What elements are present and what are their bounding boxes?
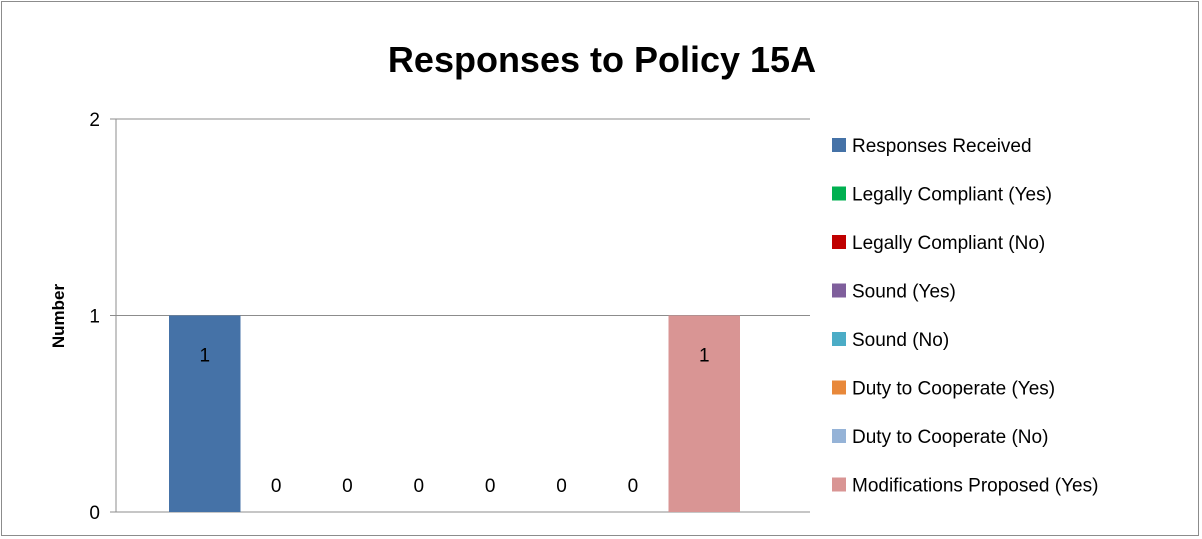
- bar: [668, 315, 740, 512]
- legend-label: Modifications Proposed (Yes): [852, 476, 1098, 497]
- y-tick-label: 0: [89, 503, 100, 524]
- legend: Responses Received Legally Compliant (Yes…: [832, 136, 1098, 497]
- legend-label: Responses Received: [852, 136, 1032, 157]
- legend-swatch: [832, 477, 846, 492]
- legend-swatch: [832, 186, 846, 201]
- chart-title: Responses to Policy 15A: [388, 39, 816, 80]
- legend-swatch: [832, 235, 846, 249]
- legend-label: Legally Compliant (Yes): [852, 185, 1052, 206]
- data-labels: 1 0 0 0 0 0 0 1: [199, 346, 709, 498]
- data-label: 0: [342, 476, 353, 497]
- legend-swatch: [832, 429, 846, 443]
- data-label: 0: [556, 476, 567, 497]
- gridlines: [116, 118, 810, 316]
- legend-swatch: [832, 138, 846, 152]
- legend-label: Duty to Cooperate (No): [852, 427, 1048, 448]
- y-tick-label: 2: [89, 110, 100, 131]
- legend-swatch: [832, 380, 846, 395]
- legend-label: Legally Compliant (No): [852, 233, 1045, 254]
- bars: [169, 315, 740, 512]
- data-label: 0: [414, 476, 425, 497]
- legend-label: Sound (Yes): [852, 282, 956, 303]
- data-label: 1: [699, 346, 710, 367]
- bar: [169, 315, 241, 512]
- legend-label: Duty to Cooperate (Yes): [852, 379, 1055, 400]
- legend-swatch: [832, 332, 846, 346]
- y-axis-label: Number: [49, 284, 68, 349]
- data-label: 0: [271, 476, 282, 497]
- data-label: 0: [485, 476, 496, 497]
- y-tick-label: 1: [89, 307, 100, 328]
- data-label: 1: [199, 346, 210, 367]
- data-label: 0: [628, 476, 639, 497]
- legend-swatch: [832, 283, 846, 298]
- legend-label: Sound (No): [852, 330, 949, 351]
